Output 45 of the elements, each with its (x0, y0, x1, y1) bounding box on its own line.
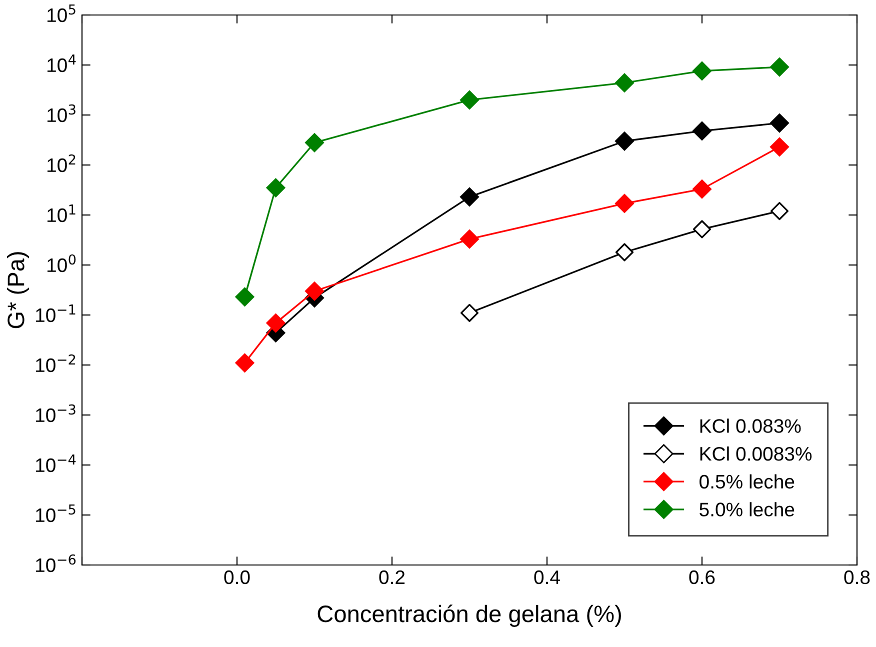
y-tick-label: 10$^{0}$ (48, 254, 76, 272)
x-tick-label: 0.0 (224, 570, 250, 584)
point (615, 243, 634, 262)
point (235, 287, 254, 306)
x-tick-label: 0.6 (689, 570, 715, 584)
point (304, 282, 324, 301)
point (770, 202, 789, 220)
x-tick-label: 0.8 (844, 570, 870, 584)
point (614, 73, 634, 92)
legend-label: KCl 0.083% (700, 418, 801, 433)
point (692, 121, 712, 140)
point (266, 314, 286, 333)
legend-label: KCl 0.0083% (700, 446, 812, 461)
legend-label: 5.0% leche (700, 502, 794, 516)
y-tick-label: 10$^{−5}$ (36, 504, 76, 522)
y-axis-title: G* (Pa) (6, 252, 29, 328)
point (235, 353, 254, 372)
x-tick-label: 0.2 (379, 570, 405, 584)
point (770, 114, 790, 133)
point (460, 230, 480, 249)
legend-label: 0.5% leche (700, 474, 794, 489)
y-tick-label: 10$^{2}$ (48, 154, 76, 172)
y-tick-label: 10$^{3}$ (48, 104, 76, 122)
x-axis-title: Concentración de gelana (%) (318, 604, 621, 627)
x-tick-label: 0.4 (534, 570, 560, 584)
y-tick-label: 10$^{5}$ (48, 4, 76, 22)
point (266, 178, 286, 198)
point (770, 137, 790, 156)
point (692, 220, 712, 238)
y-tick-label: 10$^{−6}$ (36, 554, 76, 572)
point (460, 304, 479, 322)
y-tick-label: 10$^{−1}$ (36, 304, 76, 322)
y-tick-label: 10$^{1}$ (48, 204, 76, 222)
point (614, 194, 634, 214)
y-tick-label: 10$^{−3}$ (36, 404, 76, 422)
y-tick-label: 10$^{4}$ (48, 54, 76, 72)
point (614, 132, 634, 151)
point (460, 90, 480, 110)
point (304, 133, 324, 152)
y-tick-label: 10$^{−2}$ (36, 354, 76, 372)
point (770, 58, 790, 77)
point (460, 187, 480, 206)
y-tick-label: 10$^{−4}$ (36, 454, 76, 472)
point (692, 180, 712, 199)
point (692, 61, 712, 80)
